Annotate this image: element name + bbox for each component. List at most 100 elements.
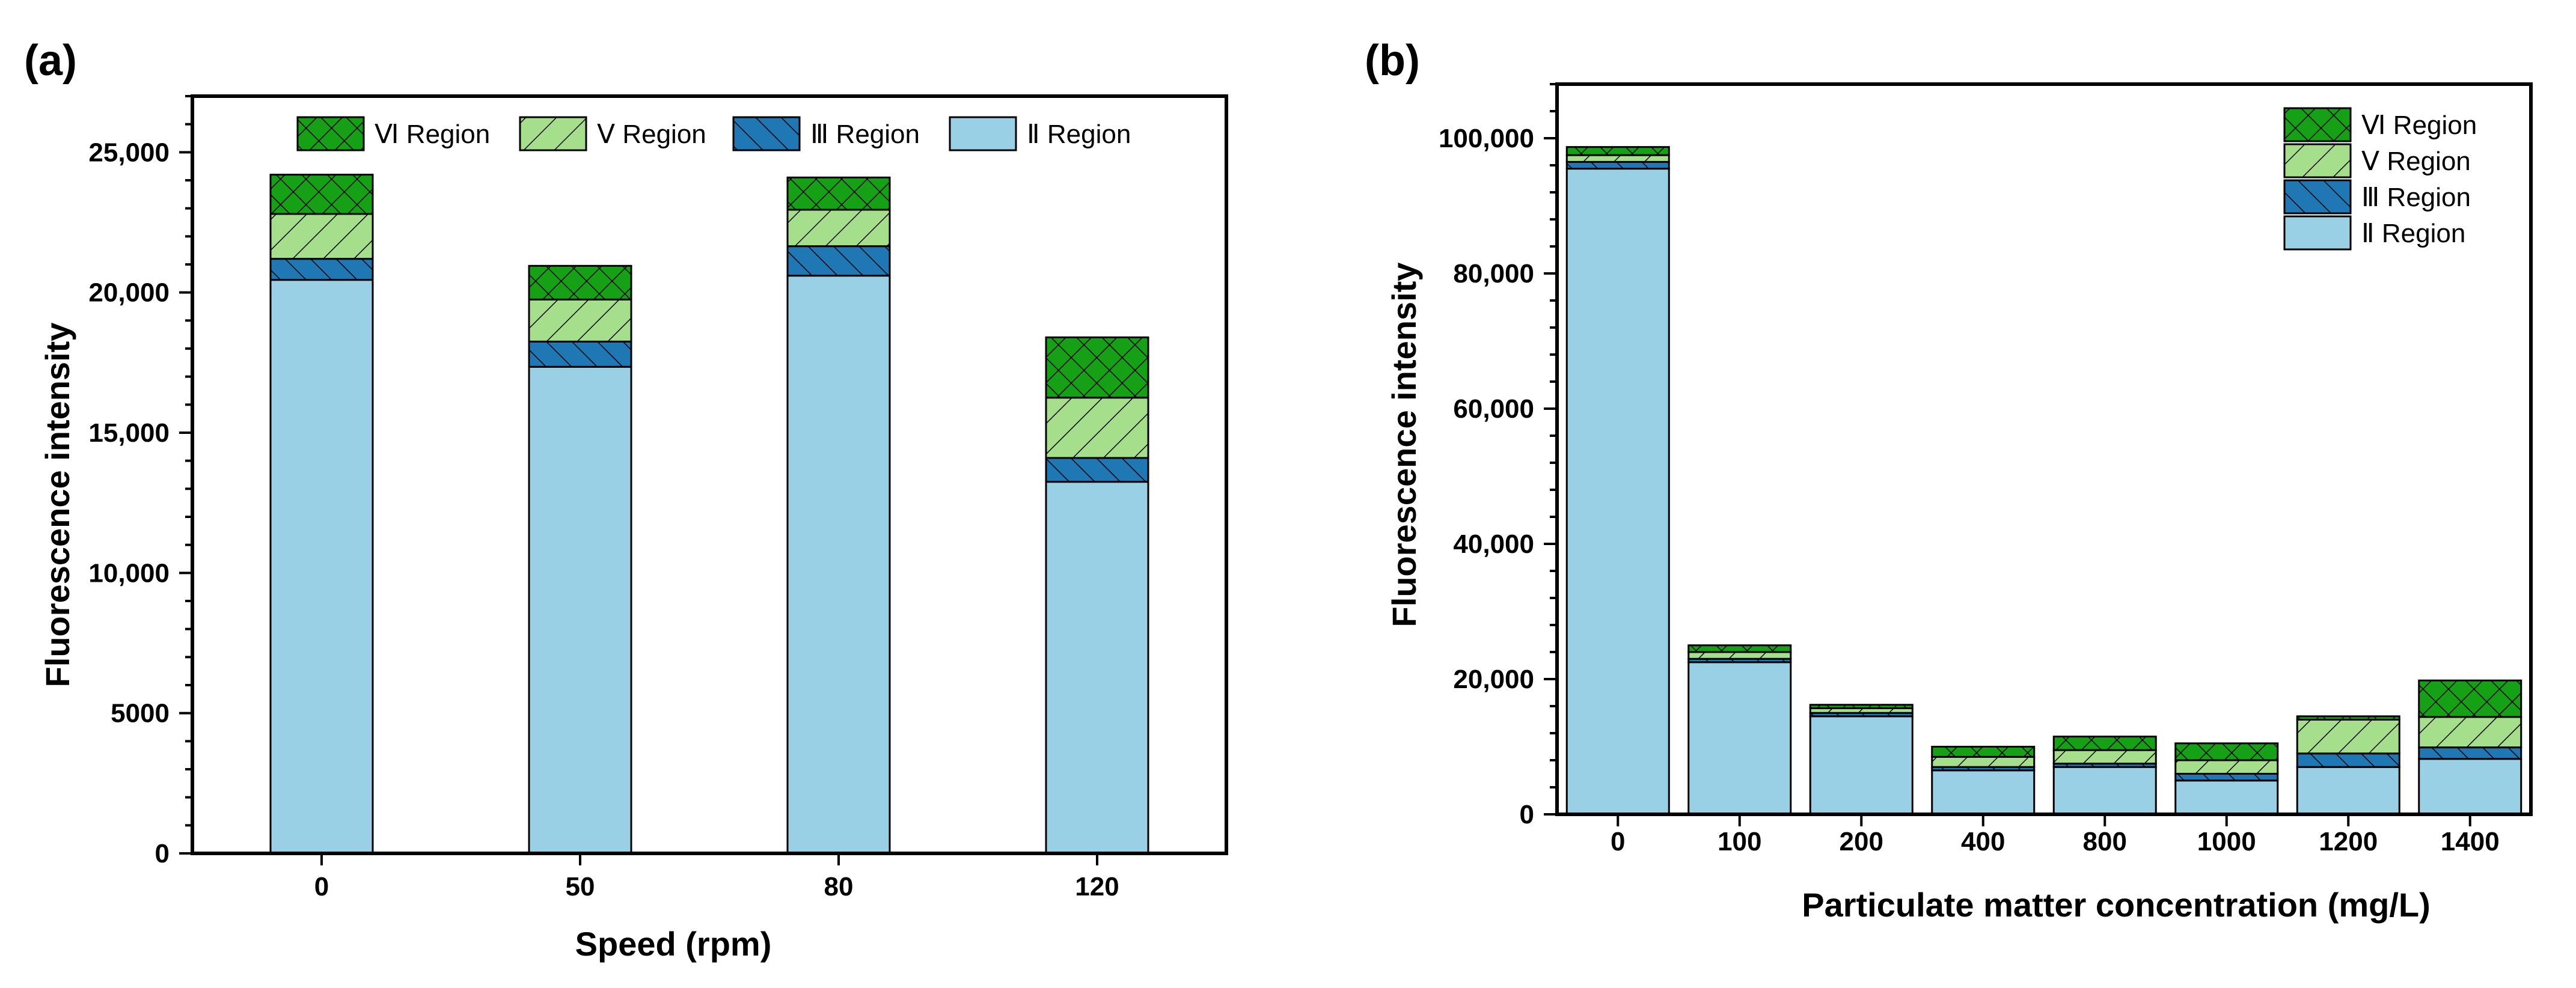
- bar-region-1000: [2174, 759, 2279, 775]
- bar-hatch: [2054, 763, 2156, 767]
- bar-hatch: [1688, 659, 1791, 662]
- legend-item-region: Ⅲ Region: [732, 116, 920, 151]
- bar-region-100: [1687, 661, 1792, 816]
- bar-region-200: [1809, 704, 1914, 709]
- bar-region-50: [528, 298, 632, 343]
- legend-item-region: Ⅱ Region: [949, 116, 1131, 151]
- y-tick-label: 25,000: [88, 138, 170, 167]
- bar-fill: [786, 275, 891, 855]
- y-tick-label: 0: [155, 839, 170, 868]
- y-tick-label: 80,000: [1453, 259, 1534, 288]
- y-tick-label: 100,000: [1439, 124, 1534, 153]
- legend-item-region: Ⅵ Region: [2283, 107, 2477, 142]
- bar-region-0: [269, 174, 374, 215]
- x-tick-label: 0: [314, 872, 329, 901]
- x-tick-label: 200: [1840, 827, 1883, 856]
- bar-region-100: [1687, 651, 1792, 660]
- legend-label: Ⅲ Region: [810, 120, 920, 149]
- bar-hatch: [2418, 747, 2521, 759]
- chart-panel-b: (b) 0 20,000 40,000 60,000 80,000 100,000 0 10…: [1365, 37, 2533, 924]
- bar-hatch: [1046, 397, 1148, 458]
- y-tick-label: 15,000: [88, 418, 170, 448]
- x-axis-label-b: Particulate matter concentration (mg/L): [1802, 886, 2431, 924]
- bar-fill: [269, 279, 374, 855]
- legend-item-region: Ⅴ Region: [2283, 143, 2471, 178]
- x-tick-label: 80: [824, 872, 854, 901]
- x-tick-label: 1400: [2441, 827, 2500, 856]
- bar-region-80: [786, 176, 891, 211]
- bar-region-120: [1045, 397, 1149, 459]
- bar-region-100: [1687, 644, 1792, 653]
- x-tick-label: 800: [2083, 827, 2127, 856]
- bar-region-1400: [2418, 746, 2522, 760]
- bar-hatch: [271, 214, 373, 259]
- legend-swatch-hatch: [520, 117, 586, 150]
- legend-label: Ⅱ Region: [1027, 120, 1131, 149]
- x-tick-label: 120: [1075, 872, 1119, 901]
- bar-hatch: [529, 341, 631, 367]
- bar-region-1000: [2174, 779, 2279, 816]
- bar-region-800: [2052, 766, 2157, 816]
- y-axis-label-a: Fluorescence intensity: [38, 323, 76, 688]
- bar-hatch: [1810, 704, 1913, 709]
- legend-b: Ⅵ Region Ⅴ Region Ⅲ Region Ⅱ Region: [2283, 107, 2477, 251]
- y-axis-label-b: Fluorescence intensity: [1385, 263, 1423, 627]
- plot-frame-a: [191, 94, 1228, 855]
- bar-region-1200: [2296, 752, 2400, 768]
- bar-hatch: [1810, 708, 1913, 713]
- legend-swatch-hatch: [2284, 108, 2351, 141]
- legend-item-region: Ⅴ Region: [519, 116, 706, 151]
- bar-region-0: [269, 258, 374, 281]
- bar-region-50: [528, 365, 632, 855]
- y-tick-label: 20,000: [88, 278, 170, 308]
- bar-region-1200: [2296, 715, 2400, 721]
- bar-hatch: [788, 177, 890, 210]
- bars-a: [269, 174, 1149, 855]
- bar-region-800: [2052, 749, 2157, 765]
- legend-label: Ⅱ Region: [2361, 219, 2465, 248]
- bar-region-80: [786, 245, 891, 277]
- legend-swatch-hatch: [2284, 144, 2351, 177]
- y-tick-label: 10,000: [88, 558, 170, 588]
- bar-region-50: [528, 340, 632, 368]
- bar-region-400: [1931, 755, 2036, 768]
- x-tick-label: 0: [1611, 827, 1625, 856]
- bar-hatch: [529, 299, 631, 342]
- y-tick-label: 20,000: [1453, 665, 1534, 694]
- bar-hatch: [788, 210, 890, 246]
- bar-hatch: [1046, 337, 1148, 398]
- bar-hatch: [271, 174, 373, 214]
- bar-region-0: [1565, 146, 1670, 156]
- bar-hatch: [1046, 458, 1148, 482]
- bar-region-400: [1931, 769, 2036, 816]
- bar-hatch: [529, 266, 631, 300]
- bar-region-1000: [2174, 773, 2279, 782]
- bar-fill: [2174, 779, 2279, 816]
- bars-b: [1565, 146, 2522, 816]
- x-tick-label: 1000: [2197, 827, 2256, 856]
- bar-region-120: [1045, 481, 1149, 855]
- legend-swatch-hatch: [298, 117, 364, 150]
- legend-item-region: Ⅲ Region: [2283, 179, 2471, 215]
- bar-hatch: [271, 258, 373, 280]
- bar-hatch: [1567, 162, 1669, 169]
- bar-hatch: [2297, 753, 2400, 767]
- bar-hatch: [1932, 767, 2034, 770]
- bar-region-120: [1045, 457, 1149, 483]
- y-tick-label: 60,000: [1453, 394, 1534, 424]
- bar-hatch: [2297, 716, 2400, 720]
- y-tick-label: 40,000: [1453, 529, 1534, 559]
- bar-region-0: [269, 279, 374, 855]
- bar-fill: [2296, 766, 2400, 816]
- legend-a: Ⅵ Region Ⅴ Region Ⅲ Region Ⅱ Region: [296, 116, 1131, 151]
- bar-hatch: [2175, 773, 2278, 781]
- bar-region-0: [1565, 168, 1670, 816]
- legend-label: Ⅲ Region: [2361, 183, 2471, 212]
- bar-region-0: [1565, 160, 1670, 170]
- bar-region-0: [269, 213, 374, 260]
- bar-hatch: [788, 246, 890, 276]
- legend-swatch-hatch: [733, 117, 800, 150]
- panel-label-b: (b): [1365, 37, 1420, 85]
- bar-fill: [528, 365, 632, 855]
